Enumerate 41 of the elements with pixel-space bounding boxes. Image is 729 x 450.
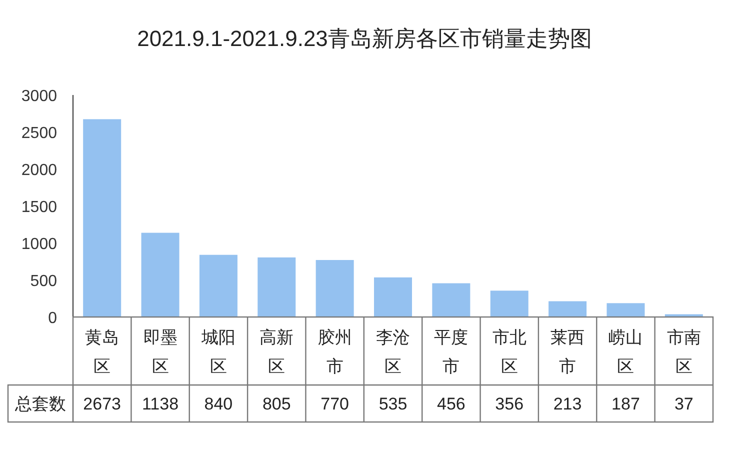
y-tick-label: 2000 bbox=[21, 162, 58, 179]
bar bbox=[199, 254, 238, 317]
x-tick-label: 城阳区 bbox=[200, 328, 236, 376]
bar bbox=[83, 119, 122, 317]
bar bbox=[316, 260, 354, 317]
data-label: 37 bbox=[674, 394, 694, 414]
y-tick-label: 1000 bbox=[21, 236, 58, 253]
bar bbox=[374, 277, 412, 317]
data-label: 187 bbox=[612, 394, 640, 414]
data-label: 1138 bbox=[142, 394, 179, 414]
bar bbox=[432, 283, 470, 317]
data-label: 456 bbox=[436, 394, 466, 414]
data-label: 805 bbox=[262, 394, 291, 414]
data-label: 213 bbox=[553, 394, 582, 414]
y-tick-label: 3000 bbox=[21, 88, 58, 105]
y-tick-label: 500 bbox=[30, 273, 58, 290]
x-tick-label: 高新区 bbox=[260, 328, 294, 376]
bar bbox=[141, 232, 180, 317]
bar bbox=[548, 301, 587, 317]
data-label: 840 bbox=[204, 394, 233, 414]
text: 总套数 bbox=[14, 394, 66, 414]
y-tick-label: 1500 bbox=[21, 199, 58, 216]
x-tick-label: 市南区 bbox=[666, 328, 701, 376]
x-tick-label: 黄岛区 bbox=[85, 328, 120, 376]
y-tick-label: 2500 bbox=[21, 125, 58, 142]
x-tick-label: 李沧区 bbox=[376, 328, 410, 376]
bar bbox=[606, 303, 645, 317]
bar bbox=[258, 257, 296, 317]
x-tick-label: 崂山区 bbox=[608, 328, 643, 376]
y-tick-label: 0 bbox=[48, 310, 58, 327]
data-label: 2673 bbox=[83, 394, 122, 414]
x-tick-label: 即墨区 bbox=[143, 328, 178, 376]
x-tick-label: 胶州市 bbox=[318, 328, 352, 376]
data-label: 770 bbox=[320, 394, 350, 414]
data-label: 356 bbox=[495, 394, 524, 414]
data-label: 535 bbox=[378, 394, 408, 414]
x-tick-label: 莱西市 bbox=[550, 328, 585, 376]
x-tick-label: 市北区 bbox=[492, 328, 526, 376]
bar bbox=[490, 290, 528, 317]
chart-title: 2021.9.1-2021.9.23青岛新房各区市销量走势图 bbox=[137, 26, 592, 51]
x-tick-label: 平度市 bbox=[434, 328, 468, 376]
